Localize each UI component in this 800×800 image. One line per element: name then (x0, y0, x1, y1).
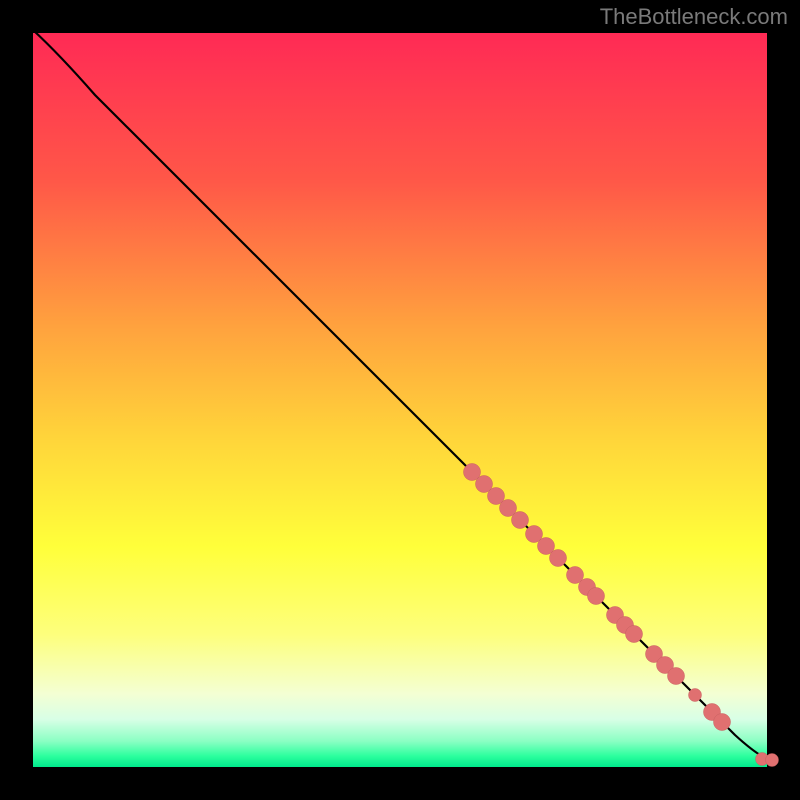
marker-point (668, 668, 685, 685)
marker-point (766, 754, 779, 767)
marker-point (550, 550, 567, 567)
marker-point (512, 512, 529, 529)
marker-point (714, 714, 731, 731)
watermark-text: TheBottleneck.com (600, 4, 788, 30)
marker-point (588, 588, 605, 605)
chart-canvas (0, 0, 800, 800)
marker-point (689, 689, 702, 702)
marker-point (626, 626, 643, 643)
